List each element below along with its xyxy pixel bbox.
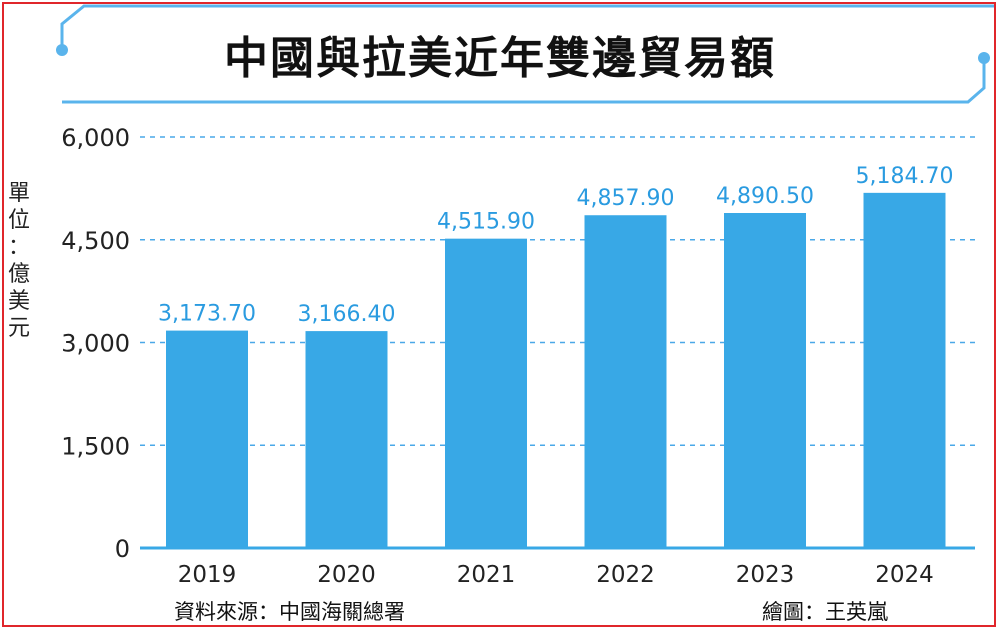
- x-tick-label: 2019: [178, 562, 237, 588]
- x-tick-label: 2024: [875, 562, 934, 588]
- x-tick-label: 2022: [596, 562, 655, 588]
- bar: [863, 192, 946, 548]
- bar-value-label: 3,173.70: [158, 302, 256, 327]
- credit-note: 繪圖：王英嵐: [762, 600, 888, 624]
- source-note: 資料來源：中國海關總署: [174, 600, 405, 624]
- chart-title: 中國與拉美近年雙邊貿易額: [224, 33, 776, 84]
- unit-char: 美: [7, 289, 30, 314]
- bar-value-label: 4,857.90: [577, 186, 675, 211]
- x-tick-label: 2021: [457, 562, 516, 588]
- bar-value-label: 3,166.40: [298, 302, 396, 327]
- title-decoration: [56, 4, 994, 104]
- y-tick-label: 6,000: [61, 124, 130, 152]
- unit-char: 億: [7, 262, 30, 287]
- x-tick-label: 2023: [736, 562, 795, 588]
- y-tick-label: 4,500: [61, 227, 130, 255]
- x-tick-label: 2020: [317, 562, 376, 588]
- bar-value-label: 4,515.90: [437, 210, 535, 235]
- unit-char: 單: [7, 181, 30, 206]
- bar-value-label: 4,890.50: [716, 184, 814, 209]
- unit-char: 元: [7, 316, 30, 341]
- unit-char: 位: [7, 208, 30, 233]
- bar: [724, 213, 806, 549]
- bar: [445, 238, 527, 549]
- y-tick-label: 1,500: [61, 432, 130, 460]
- deco-dot-right: [978, 52, 990, 64]
- bar-value-label: 5,184.70: [856, 164, 954, 189]
- y-tick-label: 3,000: [61, 330, 130, 358]
- unit-char: ：: [7, 235, 30, 260]
- bar: [584, 215, 667, 548]
- y-axis-unit-label: 單 位 ： 億 美 元: [4, 180, 34, 342]
- y-tick-label: 0: [115, 535, 130, 563]
- bar: [305, 331, 388, 548]
- deco-dot-left: [56, 44, 68, 56]
- bar: [166, 330, 248, 548]
